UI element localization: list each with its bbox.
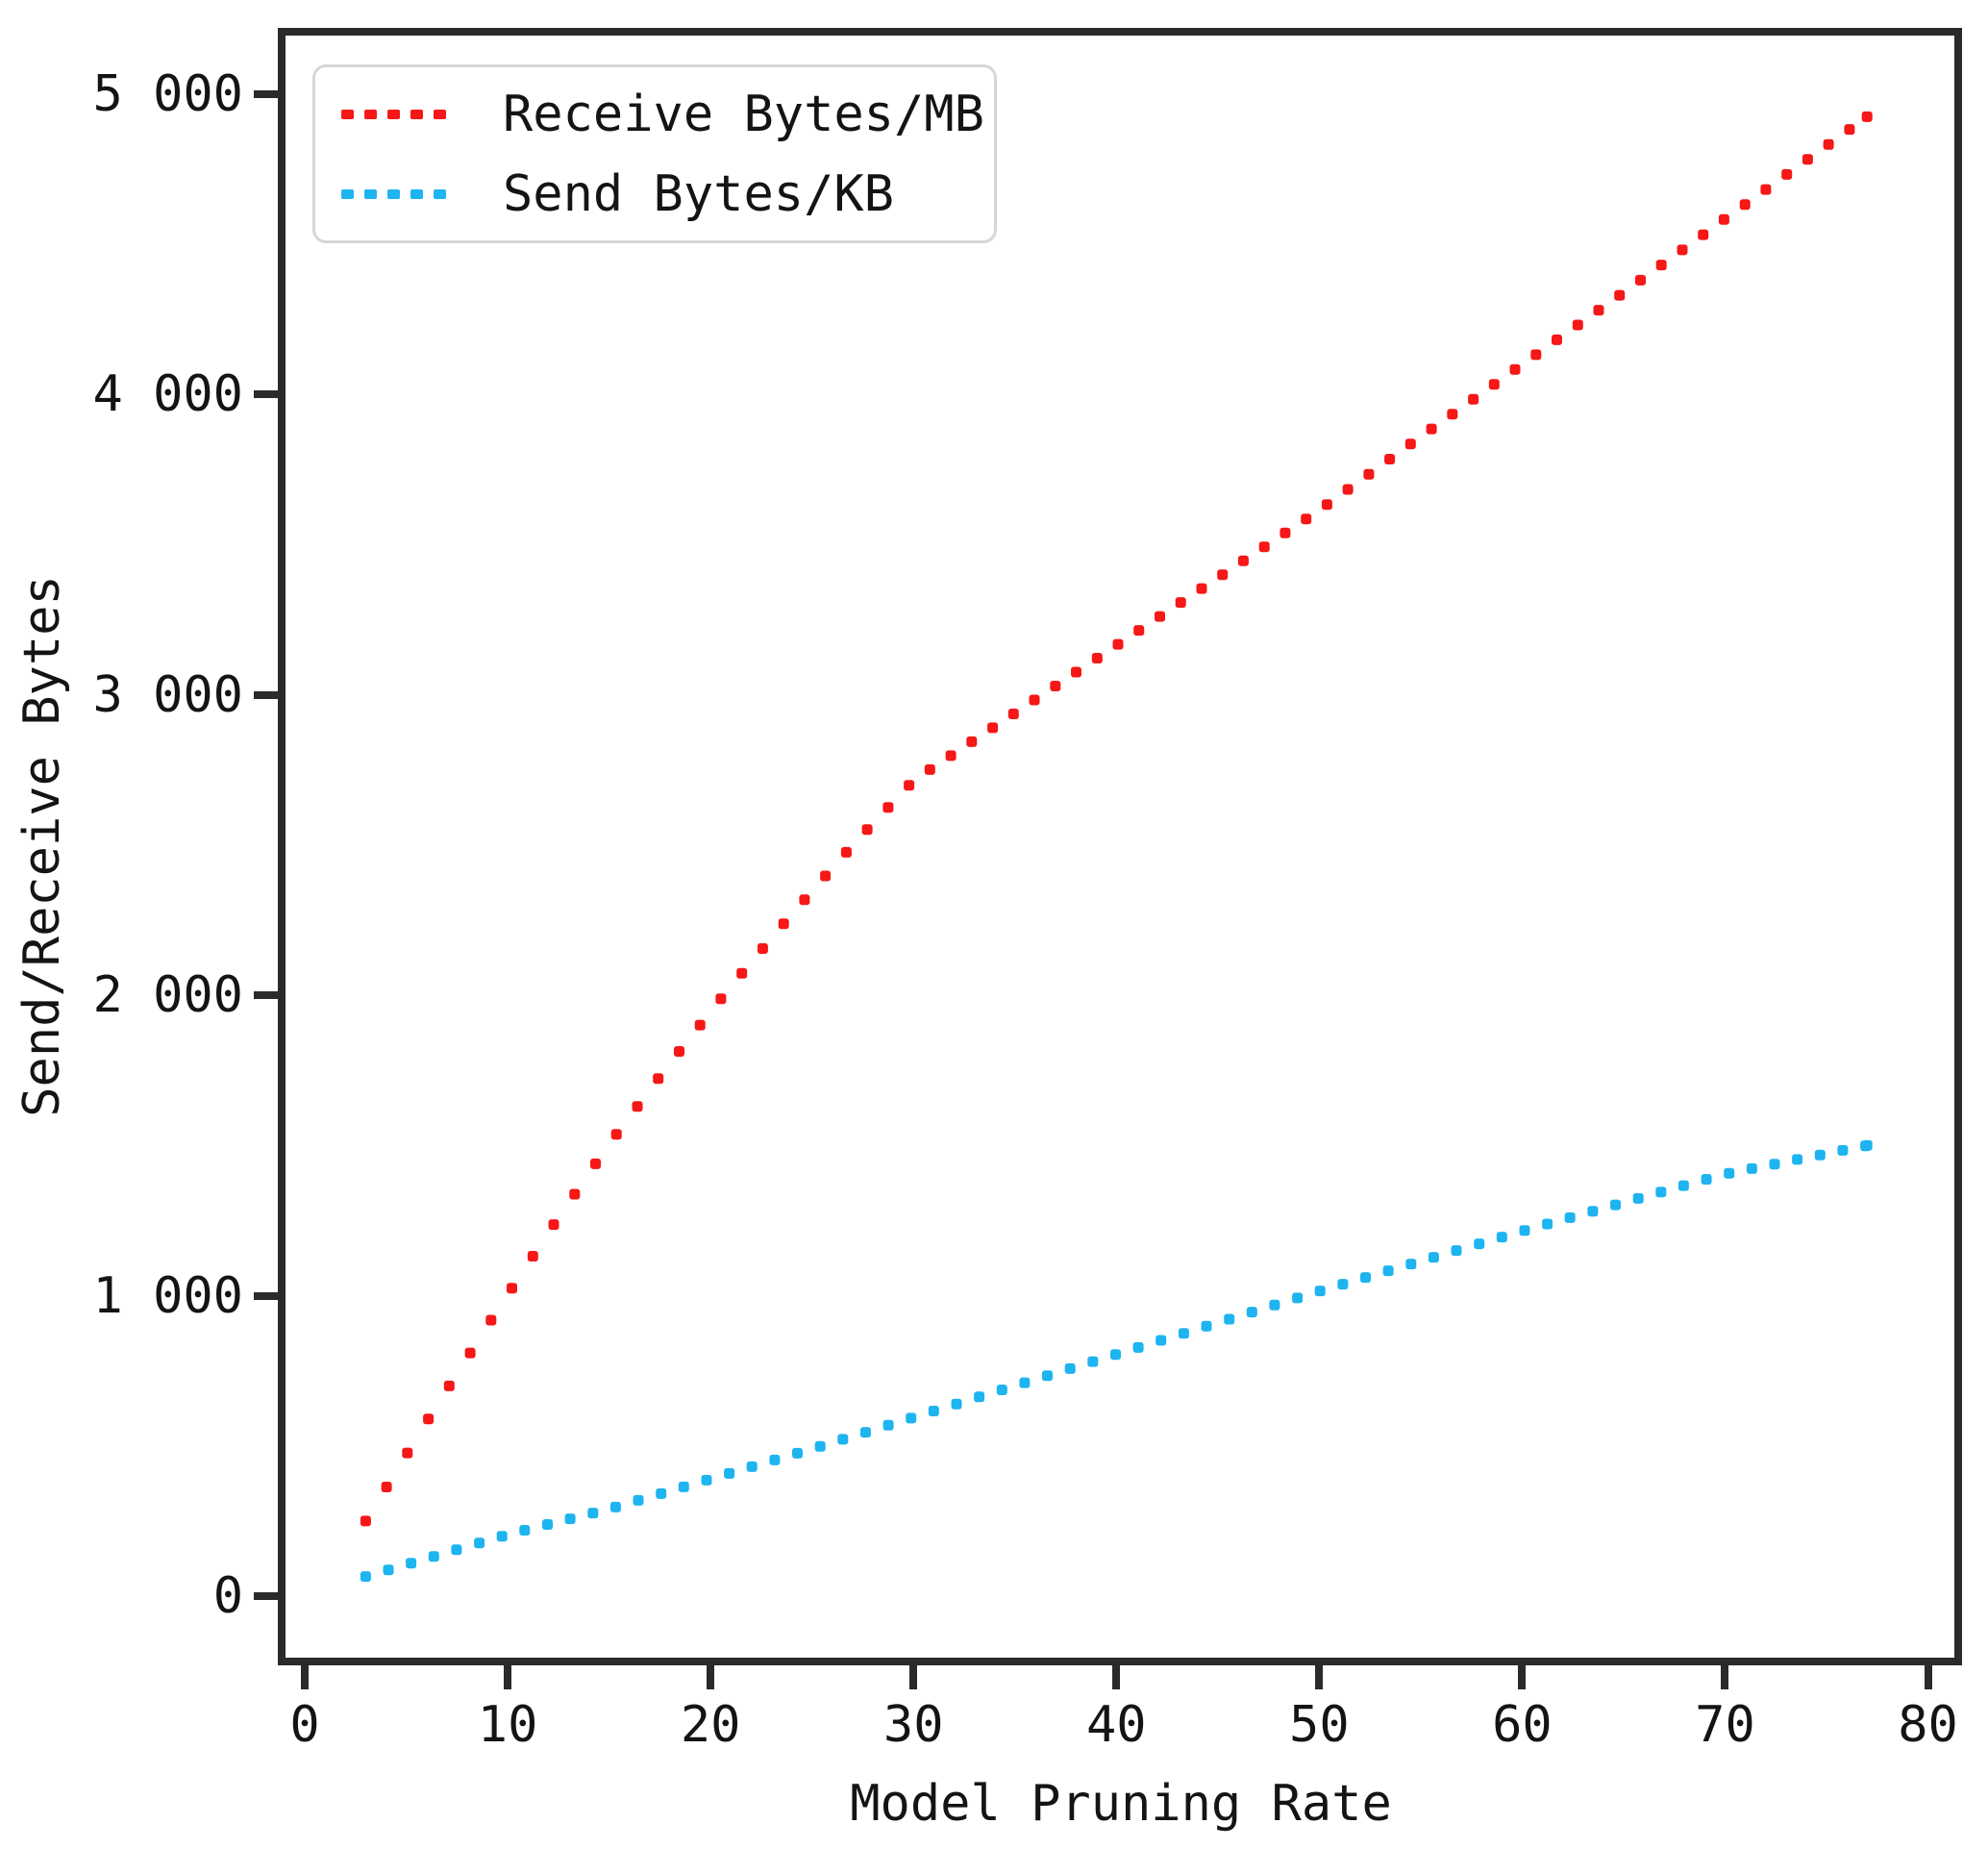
x-tick-mark <box>504 1665 512 1689</box>
legend: Receive Bytes/MB Send Bytes/KB <box>312 64 997 243</box>
x-tick-label: 80 <box>1898 1696 1958 1754</box>
x-tick-mark <box>707 1665 715 1689</box>
y-tick-mark <box>254 991 278 1000</box>
x-axis-label: Model Pruning Rate <box>850 1775 1392 1833</box>
x-tick-mark <box>1721 1665 1729 1689</box>
x-tick-mark <box>1924 1665 1932 1689</box>
x-tick-mark <box>909 1665 918 1689</box>
legend-item-receive: Receive Bytes/MB <box>315 74 994 154</box>
x-tick-label: 40 <box>1085 1696 1147 1754</box>
legend-line-sample-receive <box>341 109 503 119</box>
x-tick-label: 10 <box>477 1696 538 1754</box>
y-tick-label: 0 <box>212 1566 243 1625</box>
y-tick-label: 3 000 <box>92 665 243 724</box>
x-tick-label: 60 <box>1492 1696 1553 1754</box>
legend-label-send: Send Bytes/KB <box>503 164 894 223</box>
legend-line-sample-send <box>341 188 503 199</box>
x-tick-label: 70 <box>1695 1696 1755 1754</box>
y-tick-label: 2 000 <box>92 966 243 1025</box>
y-tick-label: 4 000 <box>92 365 243 424</box>
y-tick-label: 5 000 <box>92 64 243 123</box>
y-tick-mark <box>254 1291 278 1300</box>
x-tick-label: 50 <box>1289 1696 1350 1754</box>
x-tick-label: 0 <box>289 1696 320 1754</box>
y-tick-label: 1 000 <box>92 1266 243 1325</box>
y-tick-mark <box>254 390 278 399</box>
x-tick-mark <box>1518 1665 1527 1689</box>
y-axis-label: Send/Receive Bytes <box>13 575 71 1117</box>
y-tick-mark <box>254 1591 278 1600</box>
y-tick-mark <box>254 89 278 98</box>
plot-area <box>278 28 1962 1665</box>
y-tick-mark <box>254 690 278 699</box>
x-tick-mark <box>301 1665 310 1689</box>
x-tick-mark <box>1112 1665 1121 1689</box>
x-tick-label: 20 <box>680 1696 741 1754</box>
legend-label-receive: Receive Bytes/MB <box>503 85 984 143</box>
legend-item-send: Send Bytes/KB <box>315 154 994 234</box>
x-tick-mark <box>1315 1665 1324 1689</box>
x-tick-label: 30 <box>882 1696 944 1754</box>
